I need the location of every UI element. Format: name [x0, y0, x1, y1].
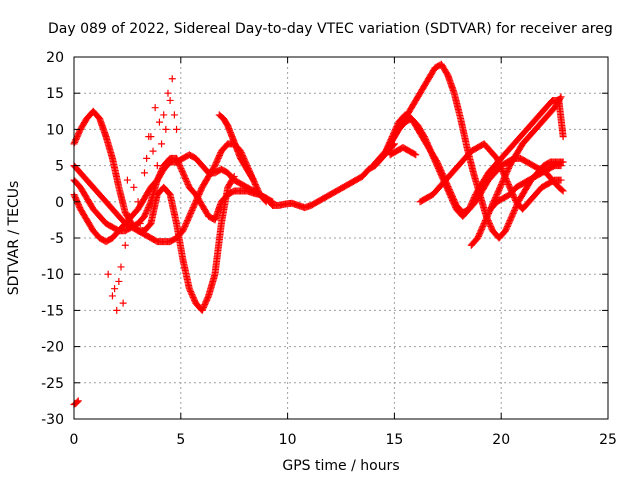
data-point — [558, 186, 566, 194]
x-tick-label: 0 — [70, 432, 79, 448]
y-tick-label: -25 — [41, 376, 64, 392]
chart-points — [70, 60, 567, 409]
data-point — [267, 197, 275, 205]
y-tick-label: 5 — [55, 159, 64, 175]
x-tick-label: 25 — [599, 432, 617, 448]
data-point — [249, 175, 257, 183]
data-point — [117, 263, 125, 271]
y-axis-label: SDTVAR / TECUs — [6, 181, 22, 296]
data-point — [119, 299, 127, 307]
data-point — [158, 140, 166, 148]
data-point — [121, 241, 129, 249]
data-point — [412, 151, 420, 159]
x-axis-label: GPS time / hours — [282, 458, 399, 474]
data-point — [164, 89, 172, 97]
data-point — [153, 162, 161, 170]
data-point — [230, 172, 238, 180]
data-point — [261, 197, 269, 205]
data-point — [115, 277, 123, 285]
chart-title: Day 089 of 2022, Sidereal Day-to-day VTE… — [48, 21, 613, 37]
chart-ticks: 0 5 10 15 20 25 -30 -25 -20 -15 -10 -5 0 5 10 15 20 — [41, 50, 617, 448]
y-tick-label: 0 — [55, 195, 64, 211]
data-point — [559, 158, 567, 166]
data-point — [556, 94, 564, 102]
data-point — [134, 198, 142, 206]
data-point — [73, 398, 81, 406]
data-point — [170, 111, 178, 119]
series-arc-e — [215, 111, 257, 184]
data-point — [151, 104, 159, 112]
data-point — [557, 176, 565, 184]
y-tick-label: -15 — [41, 303, 64, 319]
series-arc-k — [416, 140, 565, 213]
y-tick-label: 20 — [46, 50, 64, 66]
x-tick-label: 10 — [279, 432, 297, 448]
data-point — [162, 125, 170, 133]
data-point — [559, 187, 567, 195]
data-point — [155, 118, 163, 126]
y-tick-label: -30 — [41, 412, 64, 428]
data-point — [140, 169, 148, 177]
series-arc-d — [70, 162, 238, 314]
data-point — [138, 227, 146, 235]
y-tick-label: 15 — [46, 86, 64, 102]
series-arc-l — [467, 93, 565, 249]
data-point — [136, 220, 144, 228]
data-point — [166, 96, 174, 104]
series-arc-m — [487, 162, 565, 213]
data-point — [229, 174, 237, 182]
data-point — [249, 176, 257, 184]
data-point — [410, 150, 418, 158]
chart-grid — [74, 57, 608, 419]
x-tick-label: 5 — [176, 432, 185, 448]
series-scatter-1 — [104, 75, 181, 314]
data-point — [149, 147, 157, 155]
data-point — [557, 93, 565, 101]
data-point — [160, 111, 168, 119]
data-point — [126, 212, 134, 220]
y-tick-label: 10 — [46, 122, 64, 138]
data-point — [173, 125, 181, 133]
data-point — [559, 133, 567, 141]
data-point — [557, 162, 565, 170]
series-arc-j — [386, 144, 420, 159]
x-tick-label: 15 — [385, 432, 403, 448]
data-point — [145, 133, 153, 141]
y-tick-label: -5 — [50, 231, 64, 247]
y-tick-label: -20 — [41, 340, 64, 356]
data-point — [113, 306, 121, 314]
data-point — [123, 176, 131, 184]
data-point — [108, 292, 116, 300]
data-point — [168, 75, 176, 83]
x-tick-label: 20 — [492, 432, 510, 448]
data-point — [130, 183, 138, 191]
data-point — [111, 285, 119, 293]
data-point — [104, 270, 112, 278]
data-point — [262, 198, 270, 206]
plot-frame — [73, 56, 609, 420]
data-point — [74, 397, 82, 405]
y-tick-label: -10 — [41, 267, 64, 283]
data-point — [143, 154, 151, 162]
